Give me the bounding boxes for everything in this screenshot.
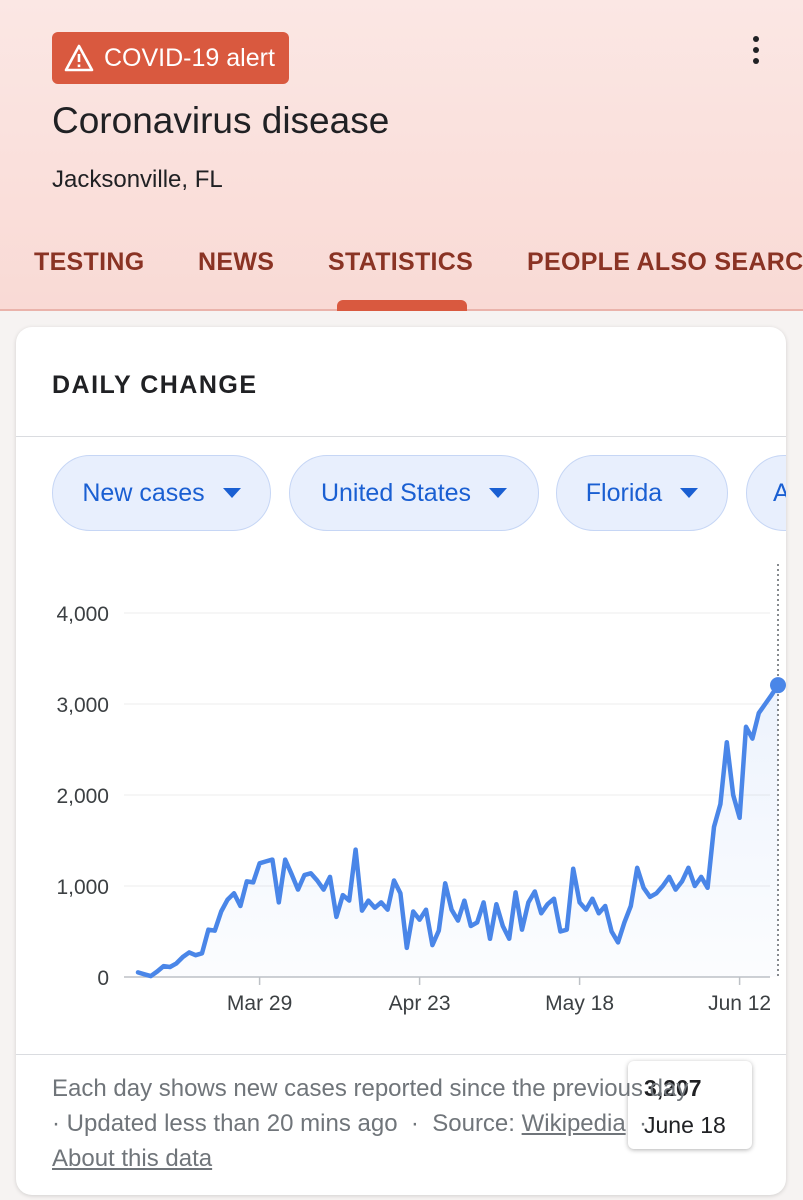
chart-footer: Each day shows new cases reported since … xyxy=(52,1071,752,1176)
dropdown-caret-icon xyxy=(222,488,241,498)
tab-people-also-search-for[interactable]: PEOPLE ALSO SEARCH FOR xyxy=(527,248,803,276)
tab-testing[interactable]: TESTING xyxy=(34,248,145,276)
warning-icon xyxy=(64,44,94,72)
filter-chip-label: New cases xyxy=(82,478,205,507)
chart-tooltip: 3,207 June 18 xyxy=(628,1061,752,1149)
y-tick-label: 0 xyxy=(97,967,109,990)
filter-chip-label: A xyxy=(773,478,786,507)
more-options-icon[interactable] xyxy=(740,32,772,68)
daily-cases-chart: 0 1,000 2,000 3,000 4,000 Mar 29 Apr 23 May 18 J… xyxy=(16,552,786,1149)
series-line xyxy=(135,682,781,979)
about-this-data-link[interactable]: About this data xyxy=(52,1145,213,1172)
page-title: Coronavirus disease xyxy=(52,100,390,141)
tab-bar: TESTING NEWS STATISTICS PEOPLE ALSO SEAR… xyxy=(0,236,803,288)
y-tick-label: 1,000 xyxy=(56,876,109,899)
footer-separator: · xyxy=(410,1110,419,1137)
active-tab-indicator xyxy=(337,300,467,311)
card-divider-top xyxy=(16,436,786,437)
location-label: Jacksonville, FL xyxy=(52,166,223,193)
filter-chip-country[interactable]: United States xyxy=(289,455,539,531)
filter-chip-label: United States xyxy=(320,478,472,507)
y-tick-label: 4,000 xyxy=(56,603,109,626)
covid-alert-badge[interactable]: COVID-19 alert xyxy=(52,32,289,84)
footer-source-label: Source: xyxy=(432,1110,515,1137)
tab-news[interactable]: NEWS xyxy=(198,248,275,276)
series-area xyxy=(138,685,778,977)
x-tick-label: Mar 29 xyxy=(227,992,292,1015)
filter-chip-more[interactable]: A xyxy=(746,455,786,531)
chart-svg: 0 1,000 2,000 3,000 4,000 Mar 29 Apr 23 May 18 J… xyxy=(56,564,786,1015)
filter-chip-label: Florida xyxy=(585,478,663,507)
footer-description: Each day shows new cases reported since … xyxy=(52,1075,689,1102)
filter-chip-state[interactable]: Florida xyxy=(556,455,728,531)
wikipedia-link[interactable]: Wikipedia xyxy=(521,1110,626,1137)
card-title: DAILY CHANGE xyxy=(52,371,258,399)
x-tick-label: May 18 xyxy=(545,992,614,1015)
x-tick-label: Apr 23 xyxy=(389,992,451,1015)
covid-header: COVID-19 alert Coronavirus disease Jacks… xyxy=(0,0,803,311)
daily-change-card: DAILY CHANGE New cases United States Flo… xyxy=(16,327,786,1195)
alert-label: COVID-19 alert xyxy=(104,43,275,72)
tooltip-value: 3,207 xyxy=(644,1075,702,1101)
dropdown-caret-icon xyxy=(489,488,508,498)
footer-separator: · xyxy=(639,1110,648,1137)
y-tick-label: 3,000 xyxy=(56,694,109,717)
tooltip-date: June 18 xyxy=(644,1112,726,1138)
y-tick-label: 2,000 xyxy=(56,785,109,808)
card-divider-bottom xyxy=(16,1054,786,1055)
x-tick-label: Jun 12 xyxy=(708,992,771,1015)
footer-updated: · Updated less than 20 mins ago xyxy=(52,1110,398,1137)
highlight-point xyxy=(770,677,786,694)
dropdown-caret-icon xyxy=(680,488,699,498)
tab-statistics[interactable]: STATISTICS xyxy=(328,248,474,276)
filter-chip-metric[interactable]: New cases xyxy=(52,455,271,531)
